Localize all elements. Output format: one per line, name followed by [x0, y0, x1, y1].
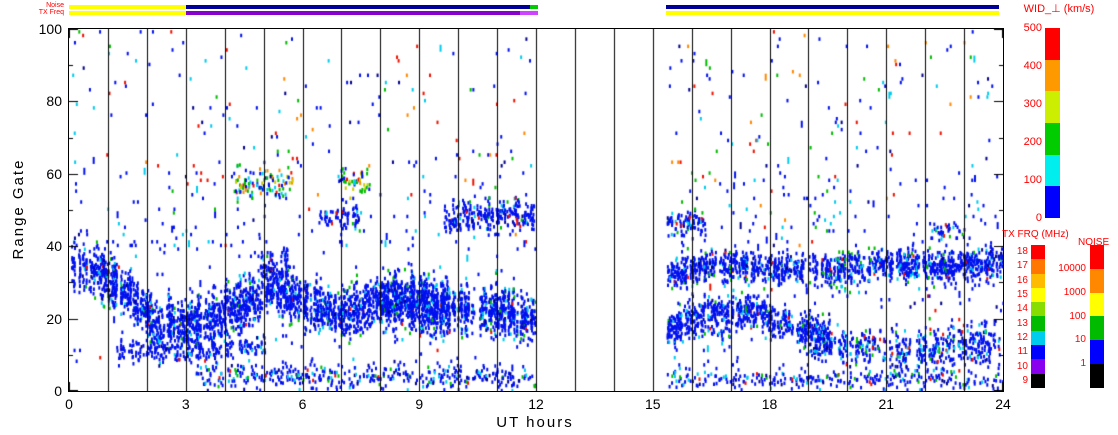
- y-tick-label: 40: [46, 238, 62, 255]
- rti-canvas: [69, 29, 1003, 391]
- colorbar-segment: [1045, 91, 1060, 124]
- colorbar-segment: [1031, 245, 1045, 260]
- txfrq-colorbar-tick: 11: [1017, 346, 1028, 358]
- colorbar-segment: [1045, 123, 1060, 155]
- x-tick-label: 12: [528, 396, 544, 412]
- txfrq-colorbar-tick: 16: [1016, 274, 1028, 286]
- x-tick-label: 15: [644, 396, 661, 412]
- colorbar-segment: [1090, 316, 1104, 341]
- txfreq-strip-label: TX Freq: [38, 9, 64, 16]
- noise-colorbar-tick: 1: [1080, 358, 1086, 370]
- colorbar-segment: [1031, 359, 1045, 374]
- txfrq-colorbar-tick: 10: [1016, 360, 1028, 372]
- noise-strip: [69, 5, 1003, 9]
- x-tick-label: 9: [415, 396, 424, 412]
- noise-colorbar: [1090, 245, 1104, 388]
- y-tick-label: 20: [46, 310, 62, 327]
- txfrq-colorbar-tick: 12: [1016, 331, 1028, 343]
- wid-colorbar-tick: 400: [1023, 60, 1042, 72]
- colorbar-segment: [1090, 292, 1104, 317]
- x-tick-label: 21: [878, 396, 895, 412]
- wid-colorbar-tick: 200: [1023, 136, 1042, 148]
- colorbar-segment: [1045, 154, 1060, 187]
- x-tick-label: 18: [761, 396, 778, 412]
- strip-segment: [185, 11, 521, 15]
- txfrq-colorbar-title: TX FRQ (MHz): [1002, 229, 1069, 240]
- strip-segment: [69, 5, 186, 9]
- y-tick-label: 0: [54, 383, 62, 399]
- strip-segment: [666, 5, 1000, 9]
- txfrq-colorbar: [1031, 245, 1045, 388]
- colorbar-segment: [1090, 364, 1104, 388]
- y-axis-label: Range Gate: [10, 158, 27, 260]
- x-axis-label: UT hours: [496, 414, 574, 431]
- txfrq-colorbar-tick: 15: [1016, 289, 1028, 301]
- y-tick-label: 60: [46, 165, 62, 182]
- wid-colorbar-tick: 500: [1023, 22, 1042, 34]
- x-tick-label: 6: [298, 396, 307, 412]
- colorbar-segment: [1031, 373, 1045, 388]
- txfrq-colorbar-tick: 17: [1016, 260, 1028, 272]
- colorbar-segment: [1045, 28, 1060, 60]
- colorbar-segment: [1031, 316, 1045, 331]
- colorbar-segment: [1031, 330, 1045, 346]
- noise-colorbar-title: NOISE: [1078, 237, 1110, 248]
- colorbar-segment: [1031, 273, 1045, 288]
- x-tick-label: 3: [181, 396, 190, 412]
- colorbar-segment: [1031, 302, 1045, 317]
- colorbar-segment: [1090, 268, 1104, 293]
- txfrq-colorbar-tick: 14: [1016, 303, 1028, 315]
- colorbar-segment: [1045, 186, 1060, 219]
- txfrq-colorbar-tick: 9: [1022, 374, 1028, 386]
- noise-colorbar-tick: 10000: [1058, 262, 1086, 274]
- colorbar-segment: [1090, 245, 1104, 269]
- wid-colorbar-title: WID_⊥ (km/s): [1023, 3, 1095, 15]
- x-tick-label: 0: [65, 396, 73, 412]
- txfreq-strip: [69, 11, 1003, 15]
- x-tick-label: 24: [995, 396, 1011, 412]
- colorbar-segment: [1031, 345, 1045, 360]
- colorbar-segment: [1031, 259, 1045, 274]
- strip-segment: [520, 11, 538, 15]
- colorbar-segment: [1045, 59, 1060, 92]
- wid-colorbar-tick: 300: [1023, 98, 1042, 110]
- y-tick-label: 80: [46, 93, 62, 110]
- noise-colorbar-tick: 100: [1069, 310, 1086, 322]
- wid-colorbar-tick: 0: [1035, 212, 1042, 224]
- noise-colorbar-tick: 1000: [1063, 286, 1086, 298]
- wid-colorbar-tick: 100: [1023, 174, 1042, 186]
- wid-colorbar: [1045, 28, 1060, 219]
- strip-segment: [530, 5, 538, 9]
- txfrq-colorbar-tick: 13: [1016, 317, 1028, 329]
- noise-strip-label: Noise: [46, 2, 64, 9]
- y-tick-label: 100: [38, 21, 62, 37]
- txfrq-colorbar-tick: 18: [1016, 246, 1028, 258]
- strip-segment: [69, 11, 186, 15]
- strip-segment: [666, 11, 1000, 15]
- plot-area: [68, 28, 1004, 392]
- strip-segment: [185, 5, 531, 9]
- colorbar-segment: [1031, 287, 1045, 303]
- colorbar-segment: [1090, 340, 1104, 365]
- noise-colorbar-tick: 10: [1074, 334, 1086, 346]
